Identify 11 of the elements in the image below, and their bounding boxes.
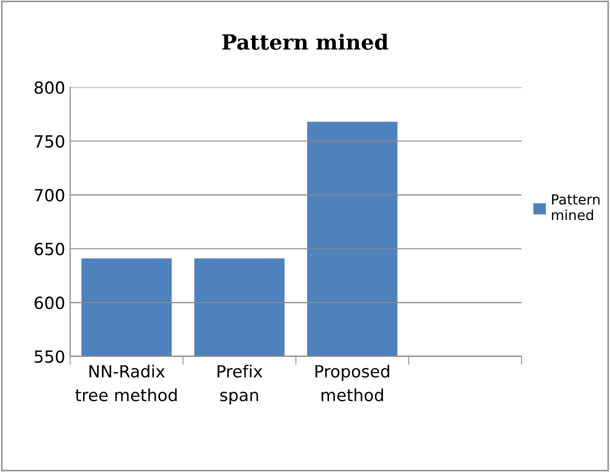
y-tick-label: 700: [34, 188, 64, 202]
x-tick-label: Proposed method: [316, 364, 390, 402]
y-tick-label: 800: [34, 81, 64, 94]
y-tick-label: 600: [34, 296, 64, 310]
x-tick-label: Prefix span: [218, 364, 262, 405]
y-tick-label: 650: [34, 242, 64, 256]
y-tick-label: 550: [34, 350, 64, 363]
chart-title: Pattern mined: [222, 34, 388, 50]
x-tick-label: NN-Radix tree method: [75, 364, 177, 402]
legend-label: Pattern mined: [552, 194, 600, 220]
y-tick-label: 750: [34, 135, 64, 148]
